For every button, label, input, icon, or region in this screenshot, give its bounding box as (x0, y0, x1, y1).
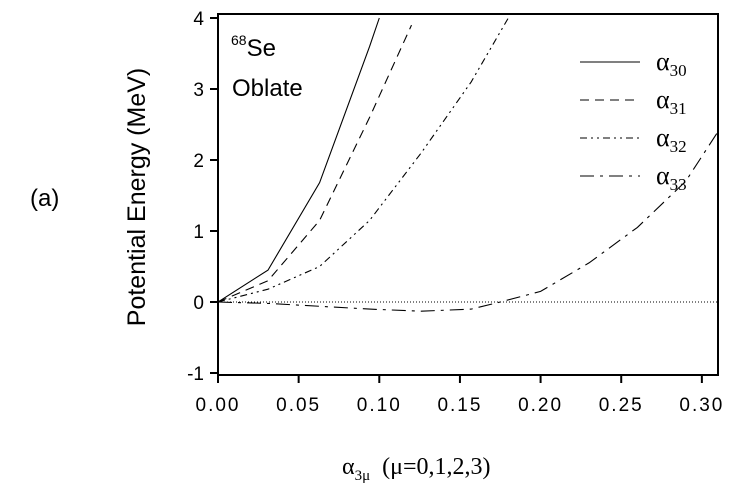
series-line-33 (218, 131, 718, 312)
y-tick-label: 0 (193, 293, 204, 314)
legend-label-31: α31 (656, 85, 687, 118)
legend-label-30: α30 (656, 47, 687, 80)
plot-frame (217, 13, 719, 376)
legend-label-33: α33 (656, 161, 687, 194)
x-tick-label: 0.05 (276, 395, 321, 416)
x-tick-label: 0.25 (599, 395, 644, 416)
x-axis-symbol: α (342, 454, 355, 480)
y-tick-label: 2 (193, 151, 204, 172)
legend-label-32: α32 (656, 123, 687, 156)
x-tick-label: 0.15 (437, 395, 482, 416)
nucleus-label: 68Se (231, 32, 276, 62)
x-tick-label: 0.20 (518, 395, 563, 416)
series-line-30 (218, 17, 380, 303)
x-axis-subscript: 3μ (355, 468, 371, 484)
element-symbol: Se (247, 35, 276, 62)
series-line-32 (218, 17, 509, 303)
y-tick-label: 3 (193, 80, 204, 101)
y-tick-label: -1 (187, 364, 204, 385)
x-axis-label: α3μ (μ=0,1,2,3) (342, 454, 491, 484)
x-tick-label: 0.10 (357, 395, 402, 416)
mass-number: 68 (231, 32, 247, 48)
y-tick-label: 1 (193, 222, 204, 243)
panel-label: (a) (30, 185, 59, 212)
x-tick-label: 0.00 (196, 395, 241, 416)
x-axis-suffix: (μ=0,1,2,3) (382, 454, 490, 480)
shape-label: Oblate (232, 75, 303, 102)
x-tick-label: 0.30 (679, 395, 724, 416)
y-axis-label: Potential Energy (MeV) (123, 68, 151, 326)
y-tick-label: 4 (193, 9, 204, 30)
series-line-31 (218, 24, 413, 303)
